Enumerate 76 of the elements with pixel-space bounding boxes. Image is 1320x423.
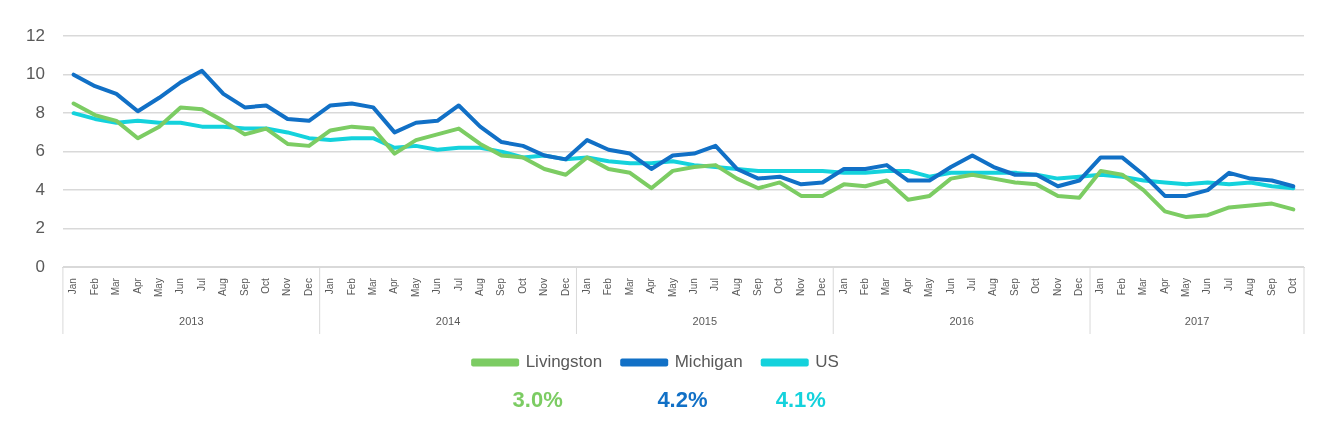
x-tick-label: Feb <box>1115 277 1127 296</box>
x-tick-label: Dec <box>816 278 828 296</box>
x-tick-label: Mar <box>623 277 635 296</box>
x-tick-label: May <box>666 278 678 298</box>
y-tick-label: 6 <box>35 141 45 161</box>
x-tick-label: Mar <box>110 277 122 296</box>
x-tick-label: Sep <box>752 277 764 296</box>
x-tick-label: Apr <box>645 277 657 294</box>
x-tick-label: Nov <box>281 278 293 296</box>
x-tick-label: Jun <box>174 278 186 295</box>
x-tick-label: Jun <box>687 278 699 295</box>
x-tick-label: May <box>923 278 935 298</box>
x-tick-label: Feb <box>345 277 357 296</box>
x-tick-label: Oct <box>516 277 528 294</box>
y-tick-label: 10 <box>25 64 45 84</box>
x-tick-label: May <box>1180 278 1192 298</box>
x-tick-label: Aug <box>1244 278 1256 296</box>
y-tick-label: 12 <box>25 25 45 45</box>
x-tick-label: Jul <box>452 278 464 291</box>
x-tick-label: Oct <box>259 277 271 294</box>
x-tick-label: Feb <box>859 277 871 296</box>
x-tick-label: Jan <box>1094 278 1106 295</box>
x-tick-label: Oct <box>1287 277 1299 294</box>
x-tick-label: Jul <box>709 278 721 291</box>
x-tick-label: Nov <box>1051 278 1063 296</box>
x-tick-label: Mar <box>366 277 378 296</box>
y-tick-label: 0 <box>35 256 45 276</box>
x-tick-label: Jul <box>1222 278 1234 291</box>
x-tick-label: Jul <box>195 278 207 291</box>
x-tick-label: Jan <box>580 278 592 295</box>
x-tick-label: Jun <box>431 278 443 295</box>
x-tick-label: Dec <box>559 278 571 296</box>
text: 2016 <box>949 315 974 328</box>
x-tick-label: Oct <box>773 277 785 294</box>
x-tick-label: Sep <box>495 277 507 296</box>
x-tick-label: Nov <box>794 278 806 296</box>
y-tick-label: 8 <box>35 102 45 122</box>
x-tick-label: May <box>152 278 164 298</box>
x-tick-label: Sep <box>1265 277 1277 296</box>
x-tick-label: Dec <box>302 278 314 296</box>
text: 4.2% <box>657 387 708 413</box>
text: 2017 <box>1184 315 1210 328</box>
x-tick-label: May <box>409 278 421 298</box>
x-tick-label: Aug <box>987 278 999 296</box>
x-tick-label: Sep <box>1008 277 1020 296</box>
x-tick-label: Mar <box>880 277 892 296</box>
x-tick-label: Jan <box>837 278 849 295</box>
y-tick-label: 4 <box>35 179 45 199</box>
x-tick-label: Apr <box>901 277 913 294</box>
x-tick-label: Apr <box>131 277 143 294</box>
x-tick-label: Apr <box>388 277 400 294</box>
x-tick-label: Sep <box>238 277 250 296</box>
x-tick-label: Mar <box>1137 277 1149 296</box>
x-tick-label: Oct <box>1030 277 1042 294</box>
x-tick-label: Feb <box>602 277 614 296</box>
y-tick-label: 2 <box>35 218 45 238</box>
text: 2015 <box>692 315 718 328</box>
x-tick-label: Jan <box>324 278 336 295</box>
x-tick-label: Nov <box>538 278 550 296</box>
x-tick-label: Jun <box>1201 278 1213 295</box>
text: 2014 <box>435 315 461 328</box>
x-tick-label: Jul <box>966 278 978 291</box>
x-tick-label: Apr <box>1158 277 1170 294</box>
x-tick-label: Aug <box>473 278 485 296</box>
x-tick-label: Aug <box>730 278 742 296</box>
legend-label: Michigan <box>674 352 743 372</box>
text: 4.1% <box>775 387 826 413</box>
x-tick-label: Jan <box>67 278 79 295</box>
x-tick-label: Feb <box>88 277 100 296</box>
legend-label: US <box>815 352 839 372</box>
text: 3.0% <box>512 387 563 413</box>
x-tick-label: Dec <box>1073 278 1085 296</box>
x-tick-label: Jun <box>944 278 956 295</box>
text: 2013 <box>179 315 204 328</box>
x-tick-label: Aug <box>217 278 229 296</box>
legend-label: Livingston <box>525 352 603 372</box>
